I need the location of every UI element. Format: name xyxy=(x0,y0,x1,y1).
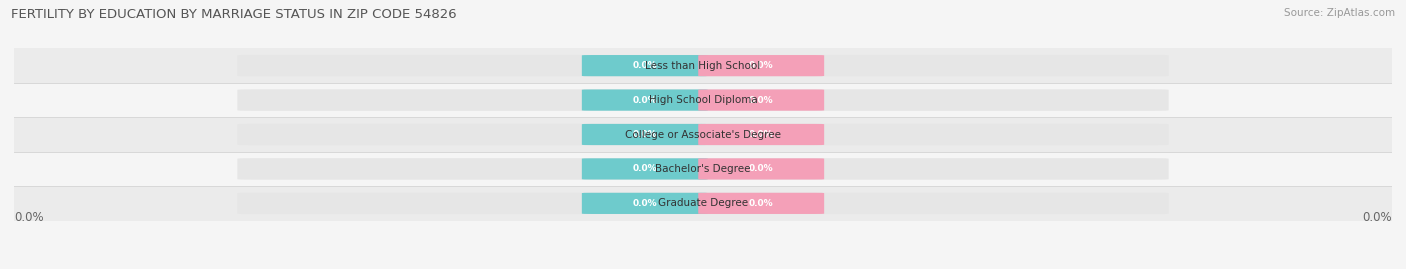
Bar xyxy=(14,152,1392,186)
Text: 0.0%: 0.0% xyxy=(633,164,657,174)
Text: College or Associate's Degree: College or Associate's Degree xyxy=(626,129,780,140)
Text: Less than High School: Less than High School xyxy=(645,61,761,71)
Text: 0.0%: 0.0% xyxy=(749,199,773,208)
Text: High School Diploma: High School Diploma xyxy=(648,95,758,105)
Text: 0.0%: 0.0% xyxy=(749,95,773,105)
Text: FERTILITY BY EDUCATION BY MARRIAGE STATUS IN ZIP CODE 54826: FERTILITY BY EDUCATION BY MARRIAGE STATU… xyxy=(11,8,457,21)
Text: Source: ZipAtlas.com: Source: ZipAtlas.com xyxy=(1284,8,1395,18)
FancyBboxPatch shape xyxy=(238,158,1168,180)
FancyBboxPatch shape xyxy=(582,158,707,179)
FancyBboxPatch shape xyxy=(582,124,707,145)
FancyBboxPatch shape xyxy=(582,90,707,111)
FancyBboxPatch shape xyxy=(699,124,824,145)
Text: 0.0%: 0.0% xyxy=(749,61,773,70)
Text: 0.0%: 0.0% xyxy=(749,130,773,139)
FancyBboxPatch shape xyxy=(238,193,1168,214)
FancyBboxPatch shape xyxy=(582,193,707,214)
FancyBboxPatch shape xyxy=(238,55,1168,76)
FancyBboxPatch shape xyxy=(582,55,707,76)
Text: Graduate Degree: Graduate Degree xyxy=(658,198,748,208)
Text: 0.0%: 0.0% xyxy=(1362,211,1392,224)
Text: Bachelor's Degree: Bachelor's Degree xyxy=(655,164,751,174)
FancyBboxPatch shape xyxy=(699,55,824,76)
Bar xyxy=(14,117,1392,152)
FancyBboxPatch shape xyxy=(699,158,824,179)
FancyBboxPatch shape xyxy=(699,90,824,111)
Text: 0.0%: 0.0% xyxy=(749,164,773,174)
FancyBboxPatch shape xyxy=(238,124,1168,145)
Bar xyxy=(14,186,1392,221)
FancyBboxPatch shape xyxy=(238,89,1168,111)
FancyBboxPatch shape xyxy=(699,193,824,214)
Bar xyxy=(14,48,1392,83)
Text: 0.0%: 0.0% xyxy=(633,199,657,208)
Bar xyxy=(14,83,1392,117)
Text: 0.0%: 0.0% xyxy=(633,130,657,139)
Text: 0.0%: 0.0% xyxy=(633,61,657,70)
Text: 0.0%: 0.0% xyxy=(633,95,657,105)
Text: 0.0%: 0.0% xyxy=(14,211,44,224)
